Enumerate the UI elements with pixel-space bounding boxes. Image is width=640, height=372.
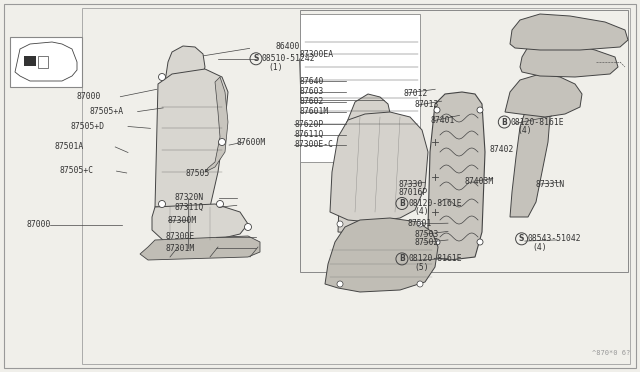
Text: 87311Q: 87311Q	[174, 203, 204, 212]
Text: 87501A: 87501A	[54, 142, 84, 151]
Circle shape	[218, 138, 225, 145]
Circle shape	[477, 107, 483, 113]
Polygon shape	[152, 204, 248, 242]
Circle shape	[244, 224, 252, 231]
Circle shape	[337, 281, 343, 287]
Text: (4): (4)	[532, 243, 547, 251]
Text: 87016P: 87016P	[398, 188, 428, 197]
Circle shape	[337, 221, 343, 227]
Text: 08510-51242: 08510-51242	[261, 54, 315, 63]
Text: B: B	[502, 118, 507, 126]
Text: S: S	[253, 54, 259, 63]
Polygon shape	[155, 69, 228, 207]
Bar	[300, 14, 420, 162]
Text: 87502: 87502	[415, 238, 439, 247]
Circle shape	[216, 201, 223, 208]
Text: 08120-8161E: 08120-8161E	[408, 254, 462, 263]
Polygon shape	[140, 236, 260, 260]
Polygon shape	[205, 77, 228, 172]
Circle shape	[477, 239, 483, 245]
Text: 87503: 87503	[415, 230, 439, 239]
Text: 87013: 87013	[415, 100, 439, 109]
Text: 87012: 87012	[403, 89, 428, 97]
Text: 87301M: 87301M	[165, 244, 195, 253]
Circle shape	[417, 221, 423, 227]
Text: (5): (5)	[415, 263, 429, 272]
Bar	[24, 56, 36, 66]
Text: 87505+D: 87505+D	[70, 122, 104, 131]
Text: 8733lN: 8733lN	[535, 180, 564, 189]
Text: 87640: 87640	[300, 77, 324, 86]
Bar	[38, 56, 48, 68]
Text: 87501: 87501	[407, 219, 431, 228]
Text: (4): (4)	[415, 207, 429, 216]
Circle shape	[159, 74, 166, 80]
Polygon shape	[505, 74, 582, 117]
Text: (1): (1)	[269, 63, 284, 72]
Circle shape	[159, 201, 166, 208]
Polygon shape	[338, 94, 392, 234]
Bar	[10, 37, 82, 87]
Text: 87330: 87330	[398, 180, 422, 189]
Text: 87320N: 87320N	[174, 193, 204, 202]
Polygon shape	[428, 92, 485, 260]
Circle shape	[417, 281, 423, 287]
Text: 87000: 87000	[27, 220, 51, 229]
Text: 87300EA: 87300EA	[300, 50, 333, 59]
Text: 87300E-C: 87300E-C	[294, 140, 333, 149]
Text: 87505: 87505	[186, 169, 210, 178]
Text: 87505+A: 87505+A	[90, 107, 124, 116]
Text: 87603: 87603	[300, 87, 324, 96]
Text: 87620P: 87620P	[294, 120, 324, 129]
Polygon shape	[330, 112, 428, 222]
Text: 87402: 87402	[490, 145, 514, 154]
Polygon shape	[510, 104, 550, 217]
Polygon shape	[520, 42, 618, 77]
Text: 87611Q: 87611Q	[294, 130, 324, 139]
Circle shape	[434, 107, 440, 113]
Text: 08120-8161E: 08120-8161E	[511, 118, 564, 126]
Polygon shape	[325, 218, 438, 292]
Text: 87000: 87000	[77, 92, 101, 101]
Text: 87403M: 87403M	[465, 177, 494, 186]
Text: 08120-8161E: 08120-8161E	[408, 199, 462, 208]
Bar	[82, 8, 630, 364]
Text: 87601M: 87601M	[300, 107, 329, 116]
Circle shape	[434, 239, 440, 245]
Text: 87401: 87401	[431, 116, 455, 125]
Text: (4): (4)	[517, 126, 532, 135]
Text: 87602: 87602	[300, 97, 324, 106]
Text: 86400: 86400	[275, 42, 300, 51]
Text: ^870*0 6?: ^870*0 6?	[592, 350, 630, 356]
Text: 87505+C: 87505+C	[60, 166, 93, 175]
Text: 87300M: 87300M	[168, 216, 197, 225]
Text: 08543-51042: 08543-51042	[527, 234, 581, 243]
Text: 87300E: 87300E	[165, 232, 195, 241]
Polygon shape	[510, 14, 628, 50]
Text: S: S	[519, 234, 524, 243]
Text: B: B	[399, 199, 404, 208]
Text: B: B	[399, 254, 404, 263]
Text: 87600M: 87600M	[237, 138, 266, 147]
Bar	[300, 10, 628, 272]
Polygon shape	[165, 46, 205, 85]
